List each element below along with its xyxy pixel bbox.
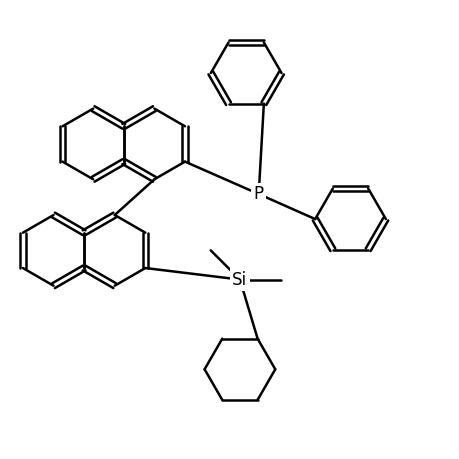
Text: P: P — [254, 185, 264, 203]
Text: Si: Si — [232, 270, 247, 289]
